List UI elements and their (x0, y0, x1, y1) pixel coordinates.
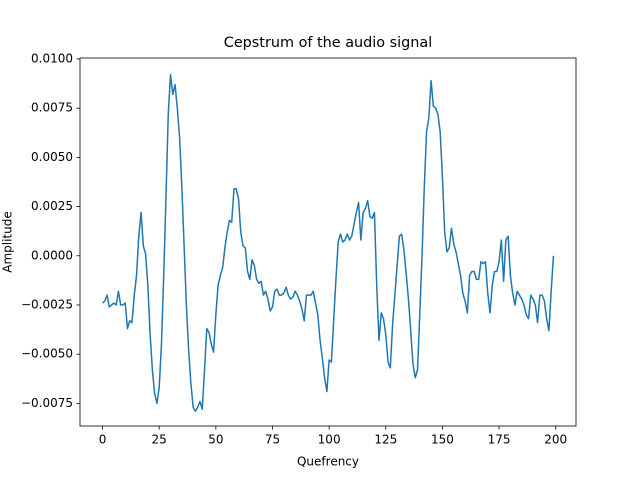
y-tick-label: −0.0075 (21, 396, 73, 410)
chart-title: Cepstrum of the audio signal (224, 35, 432, 51)
x-tick-label: 175 (488, 433, 511, 447)
axes-frame (79, 57, 577, 427)
x-tick-label: 125 (374, 433, 397, 447)
x-tick-label: 200 (544, 433, 567, 447)
x-tick-label: 25 (152, 433, 167, 447)
y-tick-label: −0.0025 (21, 297, 73, 311)
y-axis-label: Amplitude (1, 211, 15, 273)
x-tick-label: 100 (318, 433, 341, 447)
y-tick-label: 0.0050 (31, 150, 73, 164)
x-tick-label: 50 (208, 433, 223, 447)
y-tick-label: 0.0075 (31, 101, 73, 115)
x-tick-label: 75 (265, 433, 280, 447)
y-tick-label: 0.0025 (31, 199, 73, 213)
y-tick-label: −0.0050 (21, 347, 73, 361)
x-tick-label: 150 (431, 433, 454, 447)
series-line (102, 73, 555, 412)
y-tick-label: 0.0100 (31, 51, 73, 65)
x-tick-label: 0 (99, 433, 107, 447)
y-tick-label: 0.0000 (31, 248, 73, 262)
x-axis-label: Quefrency (297, 455, 359, 469)
